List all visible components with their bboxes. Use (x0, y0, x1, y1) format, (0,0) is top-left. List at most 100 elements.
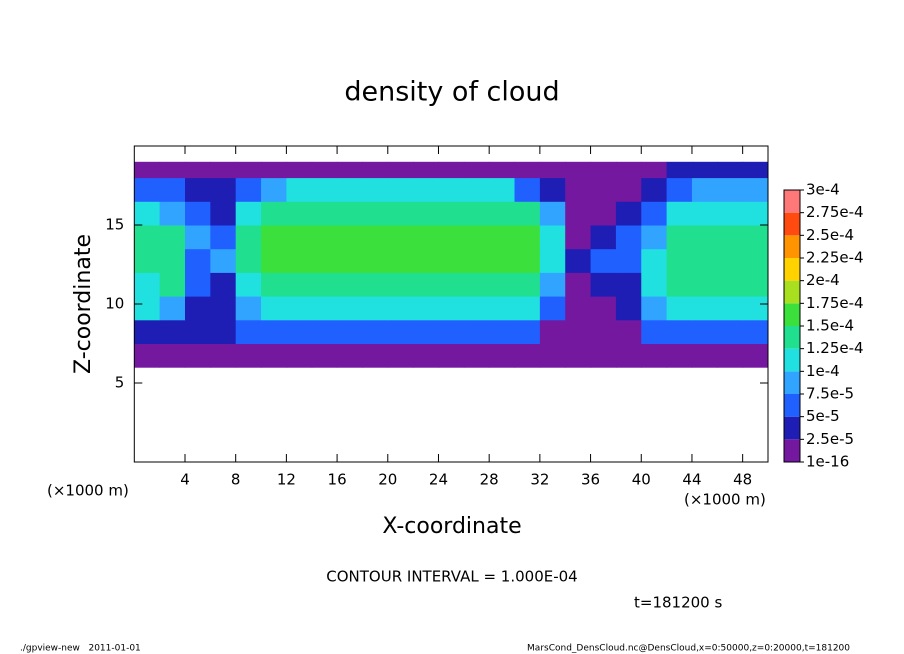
heat-cell (387, 225, 414, 250)
heat-cell (489, 319, 516, 344)
x-tick-label: 44 (682, 471, 701, 489)
heat-cell (742, 319, 769, 344)
heat-cell (666, 225, 693, 250)
heat-cell (539, 296, 566, 321)
heat-cell (184, 296, 211, 321)
heat-cell (210, 161, 237, 179)
heat-cell (134, 319, 161, 344)
colorbar-label: 1.5e-4 (806, 317, 854, 335)
heat-cell (691, 248, 718, 273)
heat-cell (311, 343, 338, 368)
chart-title: density of cloud (344, 77, 559, 108)
x-tick-label: 24 (429, 471, 448, 489)
heat-cell (691, 177, 718, 202)
y-tick-label: 10 (105, 295, 124, 313)
heat-cell (539, 201, 566, 226)
heat-cell (159, 248, 186, 273)
heat-cell (362, 343, 389, 368)
heat-cell (691, 319, 718, 344)
heat-cell (286, 248, 313, 273)
colorbar-box (784, 348, 800, 372)
y-unit: (×1000 m) (47, 482, 129, 500)
heat-cell (311, 225, 338, 250)
heat-cell (311, 272, 338, 297)
heat-cell (337, 225, 363, 250)
heat-cell (159, 225, 186, 250)
heat-cell (489, 272, 516, 297)
heat-cell (717, 272, 744, 297)
heat-cell (514, 248, 541, 273)
heat-cell (666, 177, 693, 202)
heat-cell (641, 177, 668, 202)
heat-cell (184, 248, 211, 273)
heat-cell (210, 225, 237, 250)
heat-cell (261, 201, 287, 226)
heat-cell (134, 272, 161, 297)
footer-right: MarsCond_DensCloud.nc@DensCloud,x=0:5000… (527, 644, 850, 654)
heat-cell (691, 296, 718, 321)
heat-cell (286, 272, 313, 297)
heat-cell (438, 296, 465, 321)
heat-cell (742, 201, 769, 226)
heat-cell (590, 343, 617, 368)
heat-cell (742, 161, 769, 179)
heat-cell (261, 319, 287, 344)
heat-cell (565, 177, 592, 202)
colorbar-label: 1.75e-4 (806, 294, 864, 312)
heat-cell (210, 248, 237, 273)
heat-cell (565, 296, 592, 321)
heat-cell (666, 201, 693, 226)
heat-cell (286, 177, 313, 202)
heat-cell (210, 201, 237, 226)
heat-cell (641, 296, 668, 321)
heat-cell (463, 272, 490, 297)
heat-cell (590, 161, 617, 179)
heat-cell (717, 201, 744, 226)
heat-cell (413, 296, 439, 321)
heat-cell (210, 272, 237, 297)
heat-cell (184, 343, 211, 368)
heat-cell (438, 319, 465, 344)
heat-cell (235, 272, 262, 297)
heat-cell (590, 319, 617, 344)
heat-cell (463, 296, 490, 321)
heat-cell (438, 272, 465, 297)
heat-cell (235, 177, 262, 202)
heat-cell (717, 161, 744, 179)
heat-cell (413, 272, 439, 297)
x-tick-label: 40 (632, 471, 651, 489)
x-tick-label: 48 (733, 471, 752, 489)
heat-cell (184, 319, 211, 344)
heat-cell (666, 319, 693, 344)
x-tick-label: 32 (530, 471, 549, 489)
heat-cell (615, 296, 642, 321)
heat-cell (514, 201, 541, 226)
heat-cell (565, 225, 592, 250)
heat-cell (514, 343, 541, 368)
heat-cell (717, 177, 744, 202)
x-tick-label: 12 (277, 471, 296, 489)
heat-cell (641, 343, 668, 368)
colorbar-label: 7.5e-5 (806, 385, 854, 403)
heat-cell (261, 225, 287, 250)
colorbar-box (784, 416, 800, 440)
heat-cell (565, 319, 592, 344)
heat-cell (463, 201, 490, 226)
colorbar-box (784, 235, 800, 258)
heat-cell (742, 296, 769, 321)
colorbar-box (784, 190, 800, 213)
heat-cell (235, 161, 262, 179)
heat-cell (514, 161, 541, 179)
heat-cell (286, 343, 313, 368)
heat-cell (615, 319, 642, 344)
heat-cell (261, 177, 287, 202)
heat-cell (387, 319, 414, 344)
heat-cell (615, 225, 642, 250)
heat-cell (742, 177, 769, 202)
heat-cell (742, 248, 769, 273)
heat-cell (691, 343, 718, 368)
heat-cell (489, 161, 516, 179)
heat-cell (717, 225, 744, 250)
heat-cell (463, 248, 490, 273)
